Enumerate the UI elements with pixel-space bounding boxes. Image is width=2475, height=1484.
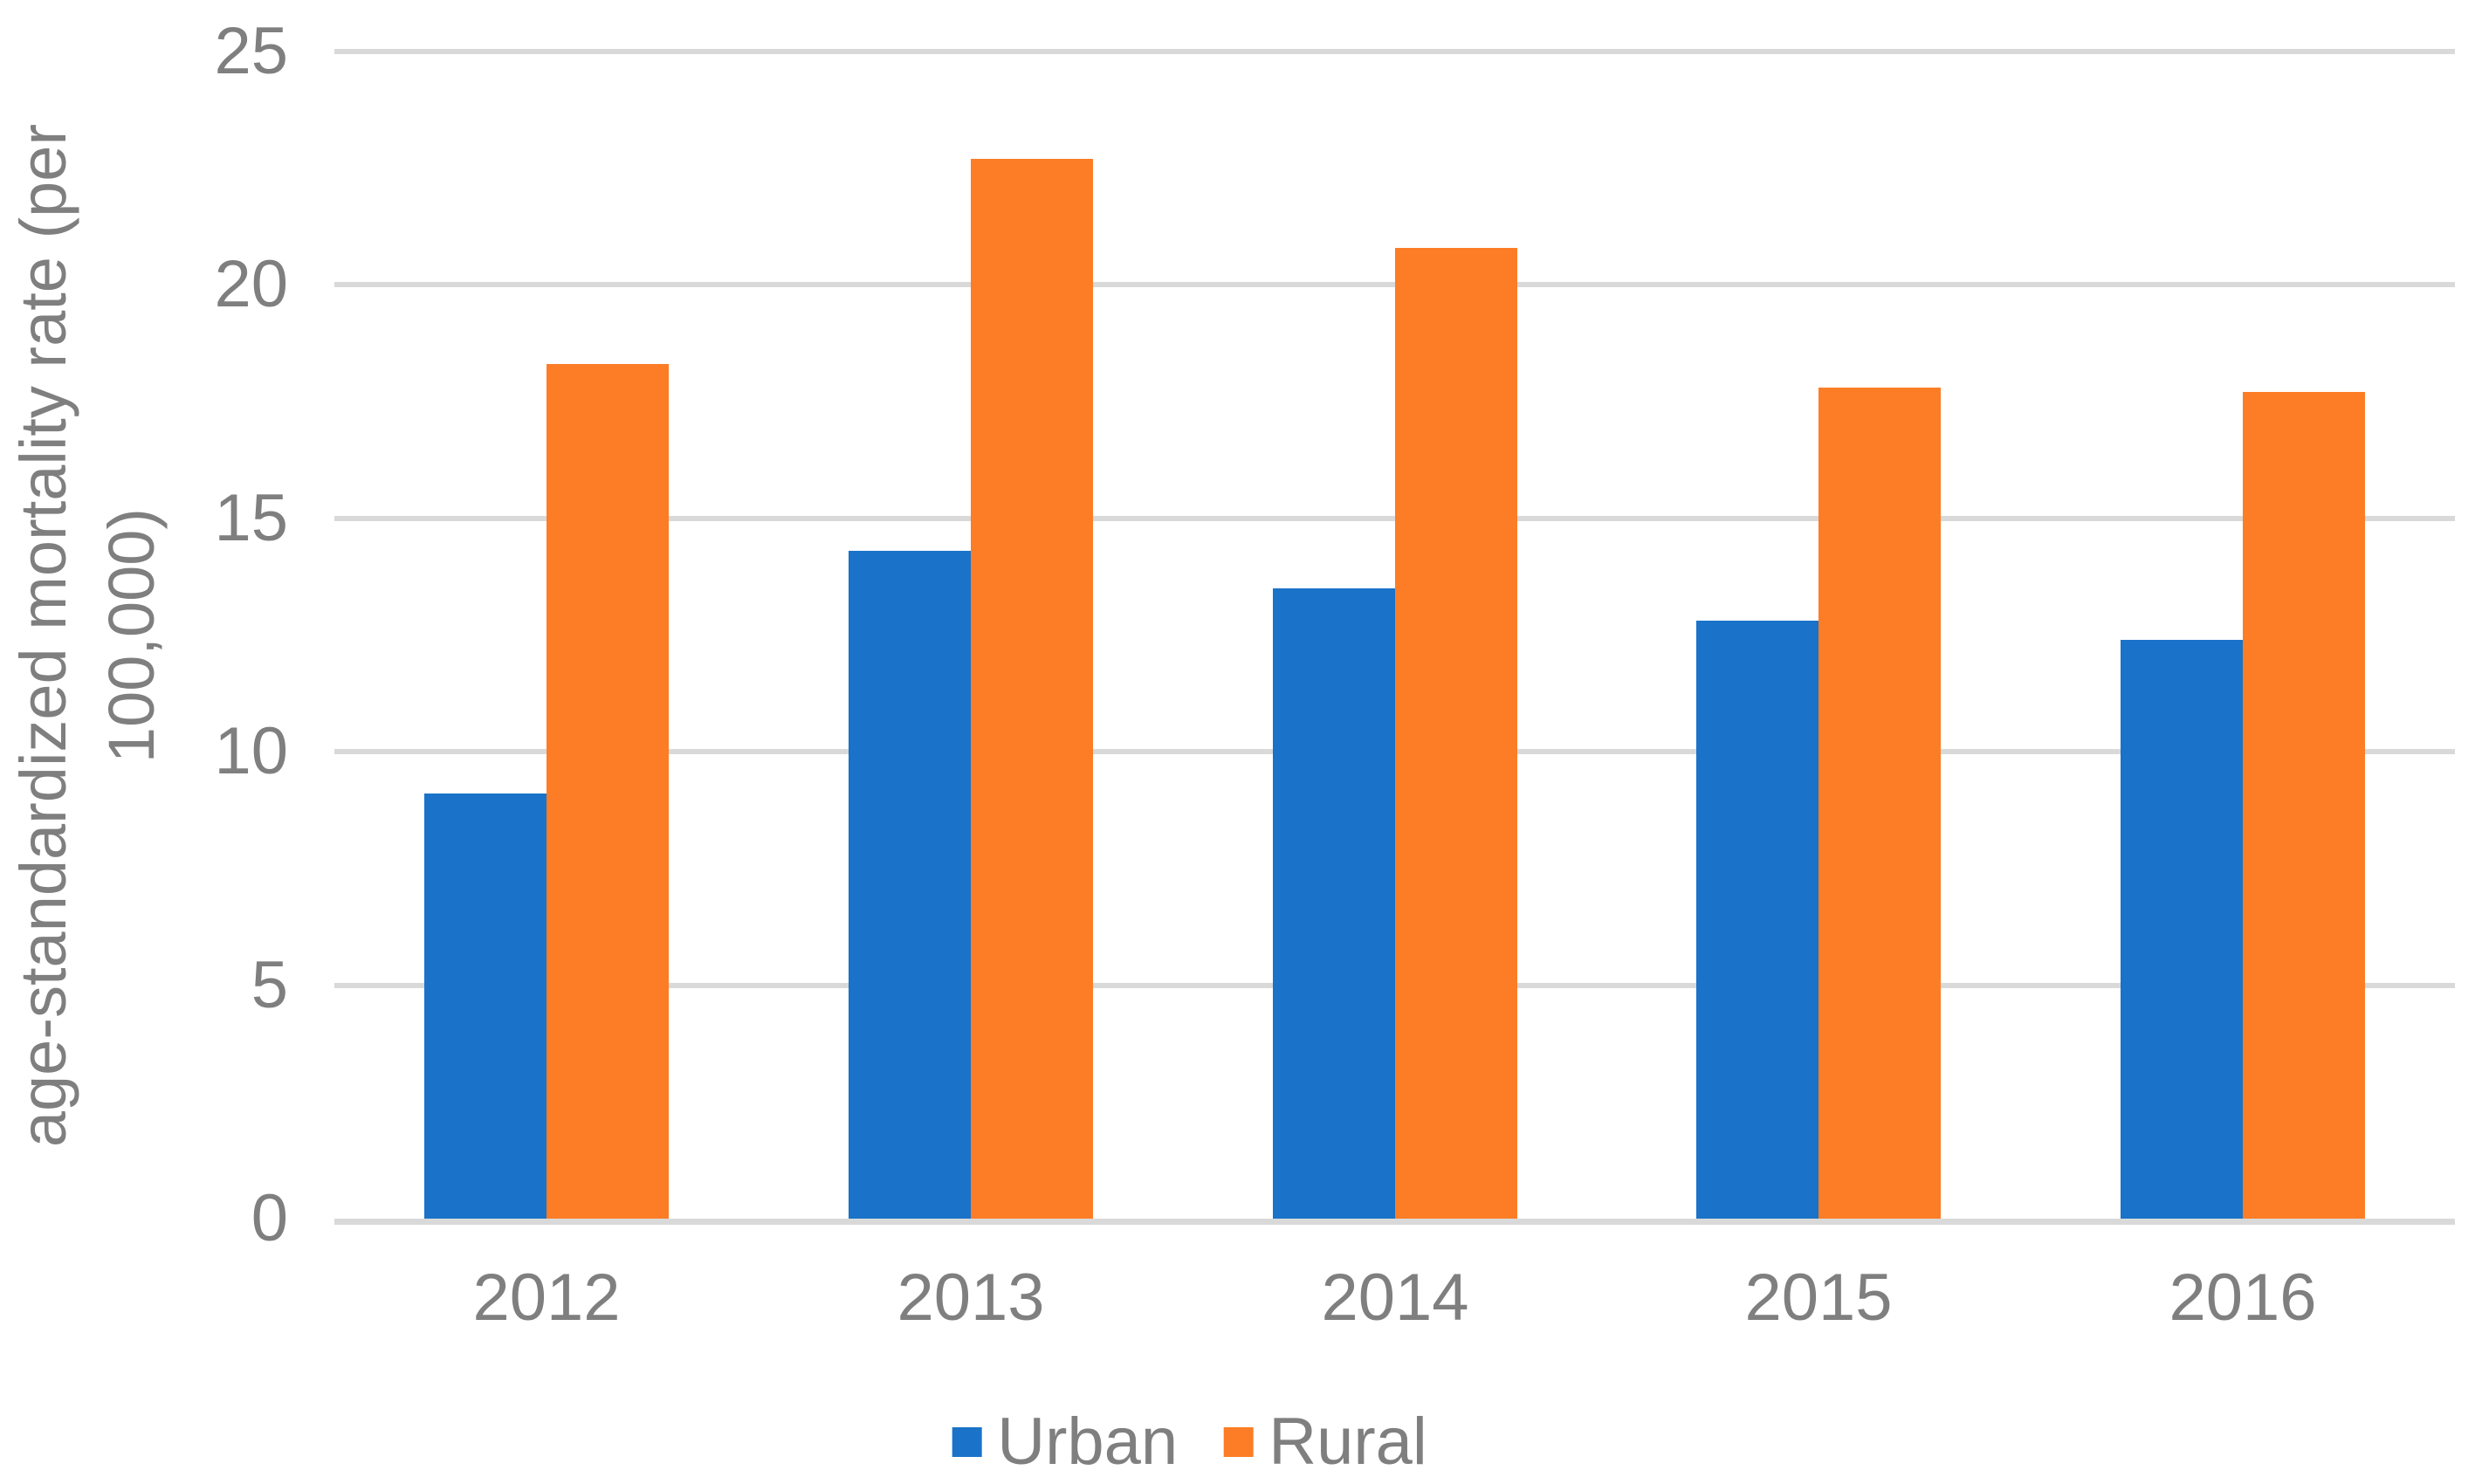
y-axis-title-line-1: age-standardized mortality rate (per [7, 123, 79, 1148]
y-tick-label: 10 [214, 714, 288, 788]
bar-urban-2016 [2121, 640, 2243, 1219]
x-tick-label-2014: 2014 [1321, 1261, 1469, 1335]
gridline [334, 49, 2455, 54]
gridline [334, 516, 2455, 521]
legend: Urban Rural [952, 1404, 1427, 1480]
bar-urban-2014 [1273, 588, 1395, 1219]
bar-rural-2014 [1395, 248, 1517, 1219]
y-tick-label: 15 [214, 481, 288, 555]
bar-rural-2015 [1818, 388, 1941, 1219]
x-tick-label-2013: 2013 [897, 1261, 1045, 1335]
y-tick-label: 0 [251, 1181, 288, 1255]
bar-rural-2012 [547, 364, 669, 1219]
legend-label-rural: Rural [1268, 1405, 1427, 1479]
urban-swatch-icon [952, 1426, 982, 1457]
y-axis-title: age-standardized mortality rate (per 100… [0, 24, 175, 1247]
y-tick-label: 25 [214, 14, 288, 88]
bar-urban-2013 [849, 551, 971, 1219]
legend-item-urban: Urban [952, 1404, 1178, 1480]
x-tick-label-2015: 2015 [1744, 1261, 1893, 1335]
bar-urban-2012 [424, 794, 547, 1219]
legend-label-urban: Urban [997, 1405, 1179, 1479]
rural-swatch-icon [1223, 1426, 1254, 1457]
legend-item-rural: Rural [1223, 1404, 1427, 1480]
x-axis-line [334, 1219, 2455, 1225]
y-axis-title-line-2: 100,000) [95, 507, 168, 764]
y-tick-label: 5 [251, 948, 288, 1022]
bar-rural-2013 [971, 159, 1093, 1219]
x-tick-label-2016: 2016 [2169, 1261, 2317, 1335]
y-tick-label: 20 [214, 247, 288, 321]
bar-urban-2015 [1696, 621, 1818, 1219]
bar-rural-2016 [2243, 392, 2365, 1219]
gridline [334, 282, 2455, 287]
x-tick-label-2012: 2012 [472, 1261, 621, 1335]
